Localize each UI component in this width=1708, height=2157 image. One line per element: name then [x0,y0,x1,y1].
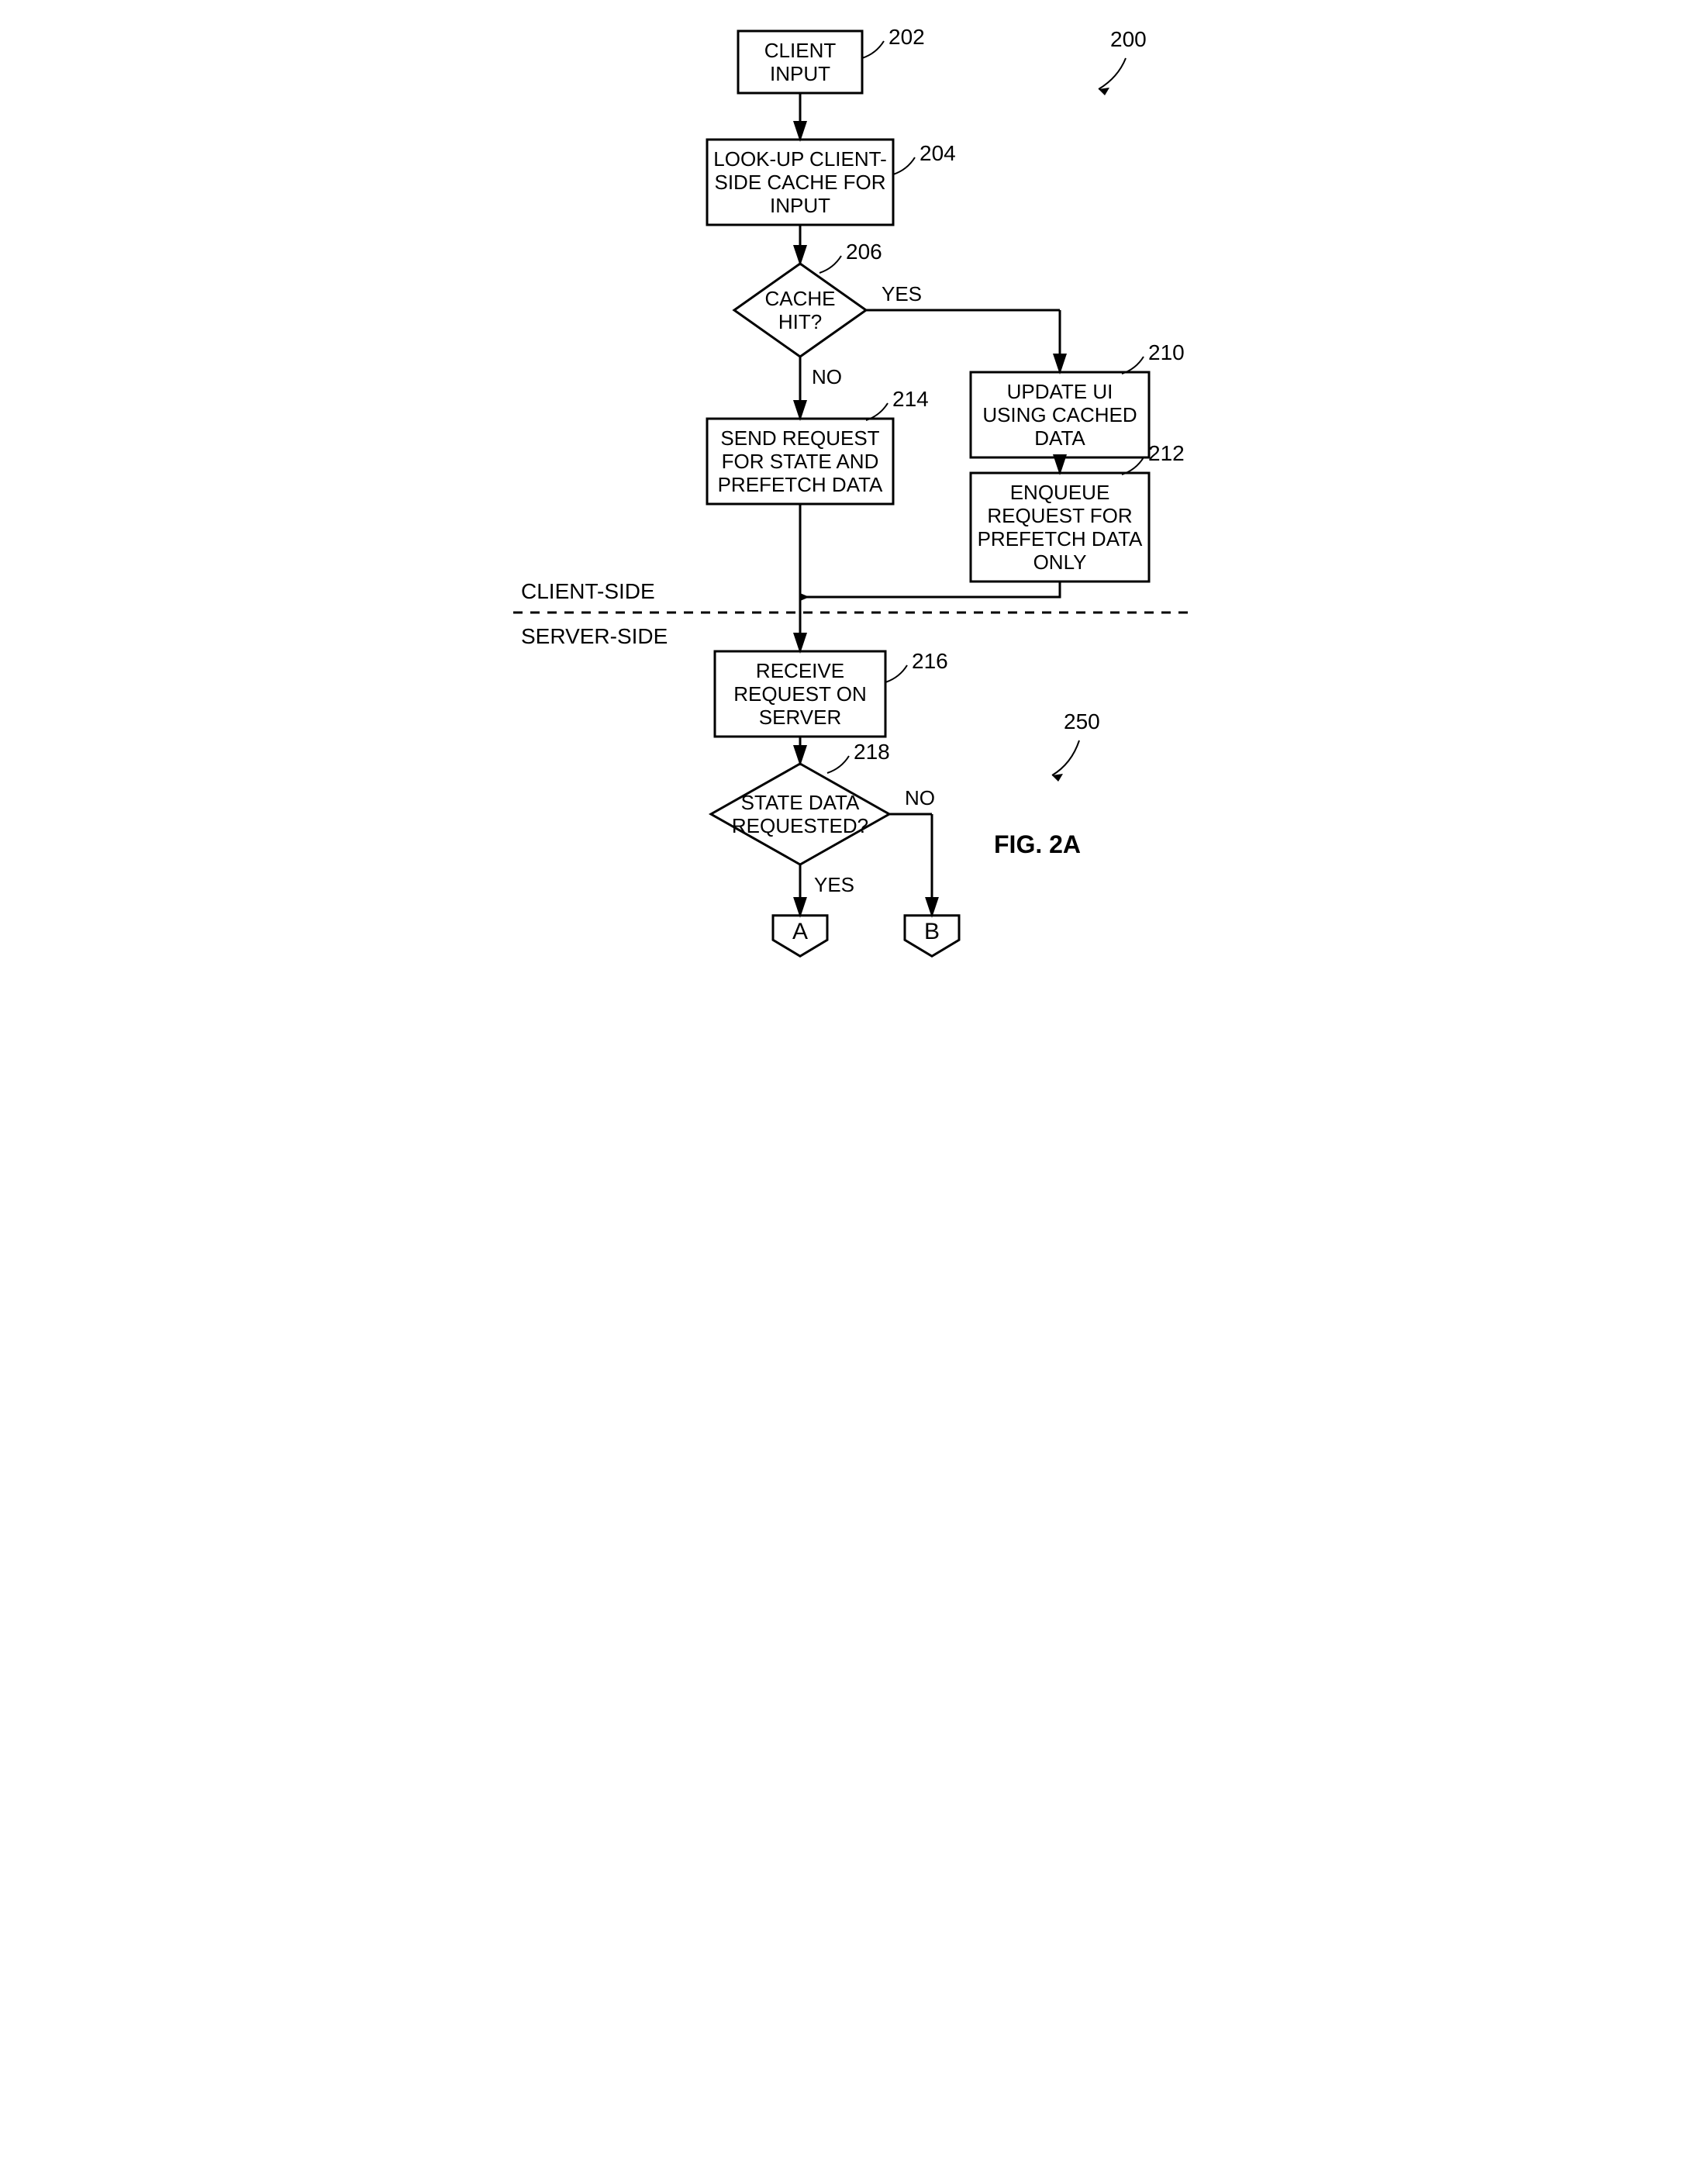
svg-text:206: 206 [846,240,882,264]
svg-text:REQUEST ON: REQUEST ON [733,682,866,706]
node-206: CACHEHIT? [734,264,866,357]
ref-210: 210 [1122,340,1185,374]
figure-label: FIG. 2A [994,830,1081,858]
svg-text:STATE DATA: STATE DATA [740,791,859,814]
svg-text:SERVER: SERVER [758,706,840,729]
svg-text:INPUT: INPUT [770,194,830,217]
svg-text:CACHE: CACHE [764,287,835,310]
svg-text:202: 202 [889,25,925,49]
connector-a: A [773,916,827,957]
node-214: SEND REQUESTFOR STATE ANDPREFETCH DATA [707,419,893,504]
svg-text:USING CACHED: USING CACHED [982,403,1137,426]
svg-text:RECEIVE: RECEIVE [755,659,844,682]
ref-216: 216 [885,649,948,682]
region-ref-200: 200 [1110,27,1147,51]
branch-no-218: NO [905,786,935,809]
branch-no-206: NO [812,365,842,388]
svg-text:UPDATE UI: UPDATE UI [1006,380,1113,403]
node-204: LOOK-UP CLIENT-SIDE CACHE FORINPUT [707,140,893,225]
svg-text:LOOK-UP CLIENT-: LOOK-UP CLIENT- [713,147,886,171]
ref-202: 202 [862,25,925,58]
svg-text:B: B [923,919,939,944]
svg-text:PREFETCH DATA: PREFETCH DATA [977,527,1142,550]
svg-text:FOR STATE AND: FOR STATE AND [721,450,878,473]
server-side-label: SERVER-SIDE [521,624,668,648]
svg-text:218: 218 [854,740,890,764]
svg-text:210: 210 [1148,340,1185,364]
svg-text:REQUEST FOR: REQUEST FOR [987,504,1132,527]
region-ref-250: 250 [1064,709,1100,733]
svg-text:216: 216 [912,649,948,673]
node-216: RECEIVEREQUEST ONSERVER [715,651,885,737]
svg-text:DATA: DATA [1034,426,1085,450]
svg-text:REQUESTED?: REQUESTED? [731,814,868,837]
ref-204: 204 [893,141,956,174]
branch-yes-206: YES [882,282,922,305]
node-210: UPDATE UIUSING CACHEDDATA [971,372,1149,457]
ref-206: 206 [819,240,882,273]
node-text-202: CLIENTINPUT [764,39,836,85]
svg-text:SEND REQUEST: SEND REQUEST [720,426,879,450]
svg-text:CLIENT: CLIENT [764,39,836,62]
svg-text:INPUT: INPUT [770,62,830,85]
svg-text:ENQUEUE: ENQUEUE [1009,481,1109,504]
ref-218: 218 [827,740,890,773]
node-202: CLIENTINPUT [738,31,862,93]
node-218: STATE DATAREQUESTED? [711,764,889,865]
svg-text:HIT?: HIT? [778,310,821,333]
node-text-218: STATE DATAREQUESTED? [731,791,868,837]
svg-text:212: 212 [1148,441,1185,465]
svg-text:ONLY: ONLY [1033,550,1086,574]
connector-b: B [905,916,959,957]
svg-text:SIDE CACHE FOR: SIDE CACHE FOR [714,171,885,194]
ref-214: 214 [866,387,929,420]
svg-text:PREFETCH DATA: PREFETCH DATA [717,473,882,496]
client-side-label: CLIENT-SIDE [521,579,655,603]
node-text-214: SEND REQUESTFOR STATE ANDPREFETCH DATA [717,426,882,496]
branch-yes-218: YES [814,873,854,896]
node-212: ENQUEUEREQUEST FORPREFETCH DATAONLY [971,473,1149,582]
svg-text:204: 204 [920,141,956,165]
svg-text:A: A [792,919,807,944]
svg-text:214: 214 [892,387,929,411]
